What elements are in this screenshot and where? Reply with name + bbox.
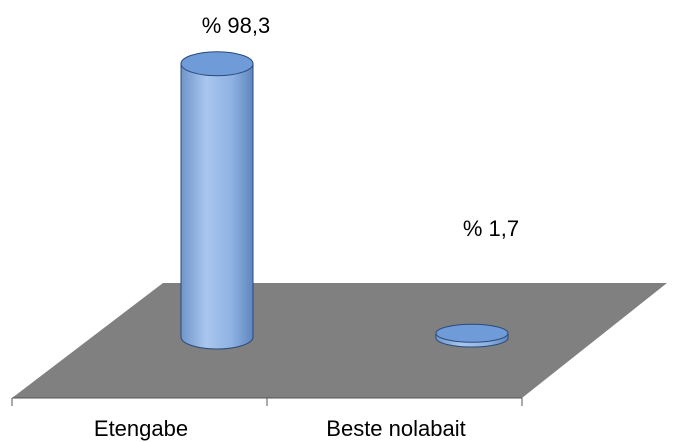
category-label: Etengabe xyxy=(94,416,188,441)
chart-floor xyxy=(12,283,667,398)
bar-cylinder-top xyxy=(180,51,254,77)
bar-cylinder-top xyxy=(435,323,509,343)
bar-cylinder-body xyxy=(180,63,254,350)
category-label: Beste nolabait xyxy=(326,416,465,441)
category-axis xyxy=(11,397,523,406)
bar-series xyxy=(180,51,509,350)
data-label: % 98,3 xyxy=(202,13,271,38)
data-label: % 1,7 xyxy=(463,216,519,241)
